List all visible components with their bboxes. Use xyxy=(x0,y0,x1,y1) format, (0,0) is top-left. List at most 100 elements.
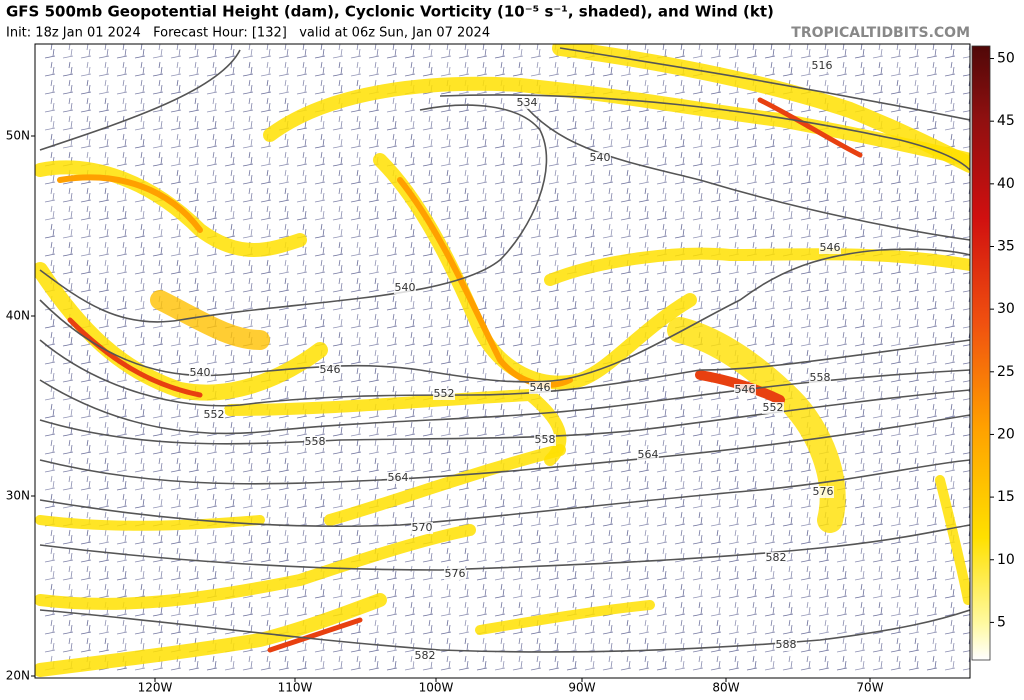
wind-barb xyxy=(98,61,110,77)
wind-barb xyxy=(530,151,542,167)
wind-barb xyxy=(314,277,326,293)
wind-barb xyxy=(206,44,218,59)
wind-barb xyxy=(458,169,470,185)
wind-barb xyxy=(296,655,308,671)
wind-barb xyxy=(368,169,380,185)
wind-barb xyxy=(656,349,668,365)
wind-barb xyxy=(404,295,416,311)
wind-barb xyxy=(476,439,488,455)
wind-barb xyxy=(170,457,182,473)
wind-barb xyxy=(188,97,200,113)
wind-barb xyxy=(908,637,920,653)
wind-barb xyxy=(80,79,92,95)
contour-label-bg xyxy=(414,650,436,662)
wind-barb xyxy=(134,475,146,491)
wind-barb xyxy=(314,547,326,563)
wind-barb xyxy=(566,169,578,185)
wind-barb xyxy=(710,223,722,239)
wind-barb xyxy=(692,295,704,311)
wind-barb xyxy=(782,439,794,455)
wind-barb xyxy=(80,565,92,581)
wind-barb xyxy=(530,44,542,59)
wind-barb xyxy=(170,115,182,131)
wind-barb xyxy=(584,331,596,347)
wind-barb xyxy=(656,511,668,527)
wind-barb xyxy=(314,241,326,257)
wind-barb xyxy=(350,151,362,167)
wind-barb xyxy=(782,133,794,149)
wind-barb xyxy=(404,44,416,59)
wind-barb xyxy=(728,421,740,437)
wind-barb xyxy=(368,187,380,203)
contour-labels: 516 534 540 546 540 546 540 552 546 546 552 558 552 5… xyxy=(189,59,841,662)
wind-barb xyxy=(44,367,56,383)
wind-barb xyxy=(908,565,920,581)
map: 516 534 540 546 540 546 540 552 546 546 552 558 552 5… xyxy=(35,44,970,678)
wind-barb xyxy=(566,457,578,473)
wind-barb xyxy=(710,295,722,311)
contour-label-bg xyxy=(811,60,833,72)
wind-barb xyxy=(638,205,650,221)
wind-barb xyxy=(602,313,614,329)
wind-barb xyxy=(944,313,956,329)
wind-barb xyxy=(512,44,524,59)
lat-label: 30N xyxy=(6,489,30,503)
wind-barb xyxy=(188,259,200,275)
wind-barb xyxy=(764,169,776,185)
wind-barb xyxy=(602,529,614,545)
wind-barb xyxy=(404,619,416,635)
wind-barb xyxy=(206,259,218,275)
wind-barb xyxy=(62,79,74,95)
wind-barb xyxy=(728,511,740,527)
wind-barb xyxy=(368,349,380,365)
wind-barb xyxy=(116,187,128,203)
wind-barb xyxy=(926,547,938,563)
contour-label: 558 xyxy=(810,371,831,384)
wind-barb xyxy=(530,277,542,293)
wind-barb xyxy=(62,115,74,131)
wind-barb xyxy=(98,277,110,293)
wind-barb xyxy=(350,259,362,275)
wind-barb xyxy=(674,277,686,293)
wind-barb xyxy=(386,97,398,113)
axes: 50N 40N 30N 20N 120W 110W 100W 90W 80W 70W xyxy=(6,129,884,695)
wind-barb xyxy=(224,529,236,545)
wind-barb xyxy=(422,619,434,635)
wind-barb xyxy=(116,223,128,239)
wind-barb xyxy=(836,565,848,581)
wind-barb xyxy=(494,223,506,239)
wind-barb xyxy=(278,655,290,671)
wind-barb xyxy=(80,223,92,239)
wind-barb xyxy=(368,457,380,473)
wind-barb xyxy=(296,547,308,563)
lat-label: 40N xyxy=(6,309,30,323)
contour-label-bg xyxy=(516,97,538,109)
wind-barb xyxy=(386,133,398,149)
wind-barb xyxy=(926,493,938,509)
wind-barb xyxy=(800,313,812,329)
wind-barb xyxy=(530,331,542,347)
wind-barb xyxy=(908,295,920,311)
wind-barb xyxy=(548,583,560,599)
wind-barb xyxy=(728,583,740,599)
wind-barb xyxy=(242,457,254,473)
colorbar-tick-label: 15 xyxy=(997,489,1015,505)
contour-label: 570 xyxy=(412,521,433,534)
wind-barb xyxy=(260,79,272,95)
wind-barb xyxy=(134,439,146,455)
wind-barb xyxy=(944,187,956,203)
wind-barb xyxy=(548,349,560,365)
wind-barb xyxy=(692,601,704,617)
wind-barb xyxy=(764,223,776,239)
wind-barb xyxy=(386,601,398,617)
wind-barb xyxy=(872,331,884,347)
wind-barb xyxy=(350,169,362,185)
wind-barb xyxy=(836,44,848,59)
wind-barb xyxy=(728,277,740,293)
wind-barb xyxy=(530,655,542,671)
wind-barb xyxy=(458,349,470,365)
wind-barb xyxy=(890,349,902,365)
wind-barb xyxy=(314,583,326,599)
wind-barb xyxy=(620,205,632,221)
wind-barb xyxy=(656,601,668,617)
